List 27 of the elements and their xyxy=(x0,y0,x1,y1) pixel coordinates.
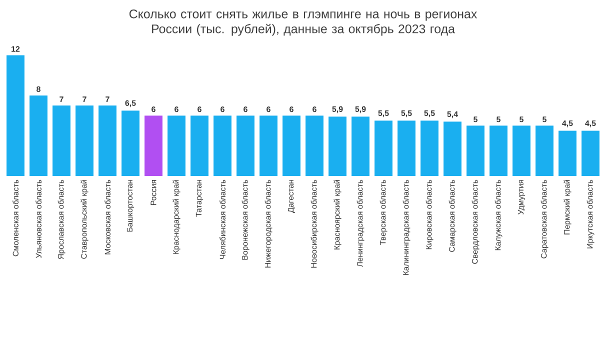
bar xyxy=(536,126,554,176)
bar xyxy=(6,55,24,176)
bar xyxy=(260,116,278,176)
bar xyxy=(144,116,162,176)
bar xyxy=(444,122,462,176)
bar xyxy=(582,130,600,176)
bar xyxy=(52,106,70,176)
bar xyxy=(512,126,530,176)
bar xyxy=(98,106,116,176)
bar xyxy=(420,120,438,176)
bar xyxy=(466,126,484,176)
bar xyxy=(236,116,254,176)
bar xyxy=(30,95,48,176)
bar xyxy=(328,116,346,176)
bar xyxy=(168,116,186,176)
bar xyxy=(76,106,94,176)
bar xyxy=(122,110,140,176)
bar xyxy=(306,116,324,176)
bar xyxy=(558,130,576,176)
bar xyxy=(190,116,208,176)
bar xyxy=(282,116,300,176)
bar xyxy=(352,116,370,176)
bar xyxy=(374,120,392,176)
bar xyxy=(214,116,232,176)
bar xyxy=(490,126,508,176)
chart-title: Сколько стоит снять жилье в глэмпинге на ночь в регионах России (тыс. рублей), данные за октябрь 2023 года xyxy=(129,10,478,36)
bar xyxy=(398,120,416,176)
